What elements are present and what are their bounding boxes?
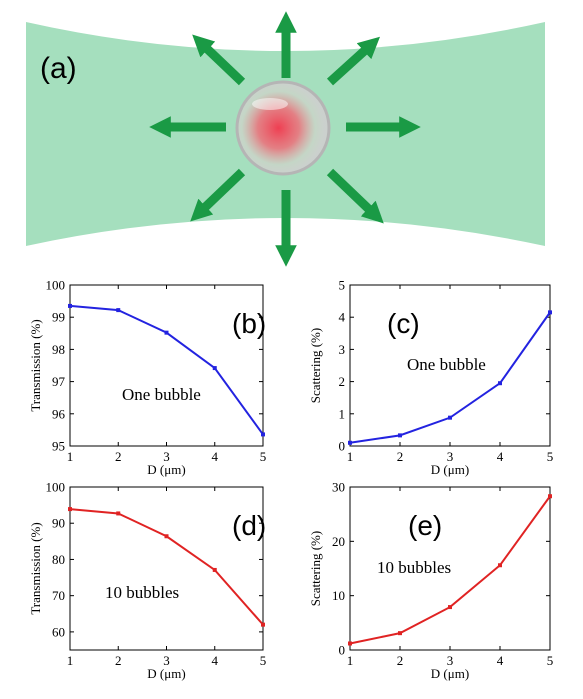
panel-letter: (e): [408, 510, 442, 541]
y-tick-label: 99: [52, 310, 65, 325]
data-point: [116, 308, 121, 313]
data-point: [116, 511, 121, 516]
chart-d: 1 2 3 4 5 60 70 80 90 100 D (μm) Transmission (%) (d…: [28, 480, 266, 682]
y-tick-label: 3: [339, 342, 346, 357]
x-tick-label: 1: [347, 449, 354, 464]
chart-e: 1 2 3 4 5 0 10 20 30 D (μm) Scattering (%) (e) 10 bu…: [308, 480, 553, 682]
series-line: [349, 311, 551, 444]
annotation-text: 10 bubbles: [377, 558, 451, 577]
y-tick-label: 30: [332, 480, 345, 495]
annotation-text: One bubble: [407, 355, 486, 374]
x-tick-label: 4: [212, 653, 219, 668]
arrow-down-right: [326, 168, 384, 224]
x-tick-label: 4: [497, 653, 504, 668]
data-point: [261, 432, 265, 437]
data-point: [212, 366, 217, 371]
data-point: [348, 440, 352, 445]
x-axis-label: D (μm): [147, 462, 185, 477]
y-tick-label: 1: [339, 406, 346, 421]
x-tick-label: 4: [212, 449, 219, 464]
panel-letter: (c): [387, 308, 420, 339]
annotation-text: One bubble: [122, 385, 201, 404]
y-tick-label: 70: [52, 588, 65, 603]
y-axis-label: Transmission (%): [28, 319, 43, 411]
x-tick-label: 2: [115, 449, 122, 464]
x-tick-label: 3: [163, 449, 170, 464]
y-tick-label: 80: [52, 552, 65, 567]
chart-b: 1 2 3 4 5 95 96 97 98 99 100 D (μm) Transmission (%)…: [28, 278, 266, 478]
data-point: [348, 641, 352, 646]
x-tick-label: 4: [497, 449, 504, 464]
x-tick-label: 1: [67, 653, 74, 668]
y-tick-label: 90: [52, 516, 65, 531]
data-point: [498, 381, 502, 386]
bubble: [235, 80, 331, 176]
y-axis-label: Scattering (%): [308, 328, 323, 403]
x-tick-label: 5: [260, 653, 267, 668]
data-point: [498, 563, 502, 568]
x-tick-label: 3: [163, 653, 170, 668]
y-tick-label: 96: [52, 406, 66, 421]
y-tick-label: 0: [339, 643, 346, 658]
x-tick-label: 2: [397, 653, 404, 668]
data-point: [164, 534, 169, 539]
y-axis-label: Transmission (%): [28, 522, 43, 614]
data-point: [212, 567, 217, 572]
data-point: [164, 330, 169, 335]
data-point: [448, 605, 452, 610]
x-tick-label: 3: [447, 449, 454, 464]
data-point: [68, 303, 72, 308]
data-point: [261, 622, 265, 627]
data-point: [68, 507, 72, 512]
y-tick-label: 4: [339, 310, 346, 325]
x-axis-label: D (μm): [431, 666, 469, 681]
panel-letter: (b): [232, 308, 266, 339]
x-tick-label: 1: [67, 449, 74, 464]
x-tick-label: 5: [547, 449, 554, 464]
data-point: [548, 494, 552, 499]
arrow-down-left: [190, 168, 246, 222]
x-axis-label: D (μm): [431, 462, 469, 477]
x-tick-label: 5: [260, 449, 267, 464]
y-tick-label: 60: [52, 624, 65, 639]
x-tick-label: 2: [397, 449, 404, 464]
data-point: [398, 631, 402, 636]
y-tick-label: 95: [52, 439, 65, 454]
bubble-highlight: [252, 98, 288, 110]
arrow-up-left: [192, 34, 246, 86]
panel-a-letter: (a): [40, 52, 77, 85]
x-axis-label: D (μm): [147, 666, 185, 681]
y-tick-label: 20: [332, 534, 345, 549]
panel-a: (a): [26, 11, 545, 267]
annotation-text: 10 bubbles: [105, 583, 179, 602]
y-tick-label: 100: [46, 278, 66, 293]
y-axis-label: Scattering (%): [308, 531, 323, 606]
arrow-up-right: [326, 36, 381, 86]
y-tick-label: 10: [332, 588, 345, 603]
x-tick-label: 5: [547, 653, 554, 668]
x-tick-label: 3: [447, 653, 454, 668]
y-tick-label: 97: [52, 374, 66, 389]
panel-letter: (d): [232, 510, 266, 541]
data-point: [448, 415, 452, 420]
y-tick-label: 100: [46, 480, 66, 495]
y-tick-label: 98: [52, 342, 65, 357]
data-point: [548, 310, 552, 315]
x-tick-label: 1: [347, 653, 354, 668]
x-tick-label: 2: [115, 653, 122, 668]
y-tick-label: 5: [339, 278, 346, 293]
y-tick-label: 2: [339, 374, 346, 389]
y-tick-label: 0: [339, 439, 346, 454]
data-point: [398, 433, 402, 438]
scatter-arrows: [149, 11, 421, 267]
